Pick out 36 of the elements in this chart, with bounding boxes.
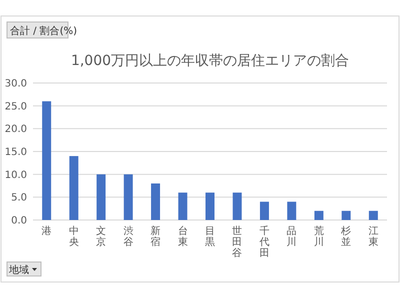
bar bbox=[314, 210, 324, 220]
y-tick-label: 10.0 bbox=[4, 170, 27, 181]
x-tick-label: 千代田 bbox=[258, 225, 270, 259]
x-tick-label: 文京 bbox=[96, 225, 106, 248]
x-tick-label: 台東 bbox=[178, 225, 188, 248]
x-tick-label: 品川 bbox=[286, 226, 297, 248]
y-tick-label: 20.0 bbox=[4, 124, 27, 136]
bar bbox=[368, 210, 378, 220]
bar bbox=[342, 210, 351, 220]
bar bbox=[232, 192, 242, 220]
x-tick-label: 江東 bbox=[368, 225, 378, 248]
bar bbox=[69, 156, 78, 220]
bar bbox=[124, 174, 133, 220]
x-tick-label: 荒川 bbox=[314, 225, 324, 248]
x-tick-label: 新宿 bbox=[150, 225, 161, 248]
bar bbox=[206, 192, 214, 220]
x-tick-label: 目黒 bbox=[205, 226, 215, 248]
bar bbox=[260, 202, 269, 220]
bar bbox=[178, 192, 188, 220]
bar bbox=[96, 174, 106, 220]
x-tick-label: 渋谷 bbox=[123, 225, 134, 248]
x-tick-label: 世田谷 bbox=[232, 225, 242, 259]
bar bbox=[151, 183, 160, 220]
x-axis-title: 地域 bbox=[8, 264, 29, 276]
bar bbox=[287, 202, 296, 220]
x-tick-label: 杉並 bbox=[340, 225, 352, 248]
x-tick-label: 中央 bbox=[68, 225, 79, 248]
x-tick-label: 港 bbox=[42, 225, 52, 237]
chart-title: 1,000万円以上の年収帯の居住エリアの割合 bbox=[70, 53, 350, 69]
y-tick-label: 30.0 bbox=[4, 78, 27, 90]
bar bbox=[42, 101, 52, 220]
y-tick-label: 15.0 bbox=[4, 147, 27, 158]
y-tick-label: 0.0 bbox=[11, 216, 27, 226]
y-axis-title: 合計 / 割合(%) bbox=[10, 25, 78, 37]
y-tick-label: 5.0 bbox=[11, 192, 27, 204]
y-tick-label: 25.0 bbox=[4, 101, 27, 112]
